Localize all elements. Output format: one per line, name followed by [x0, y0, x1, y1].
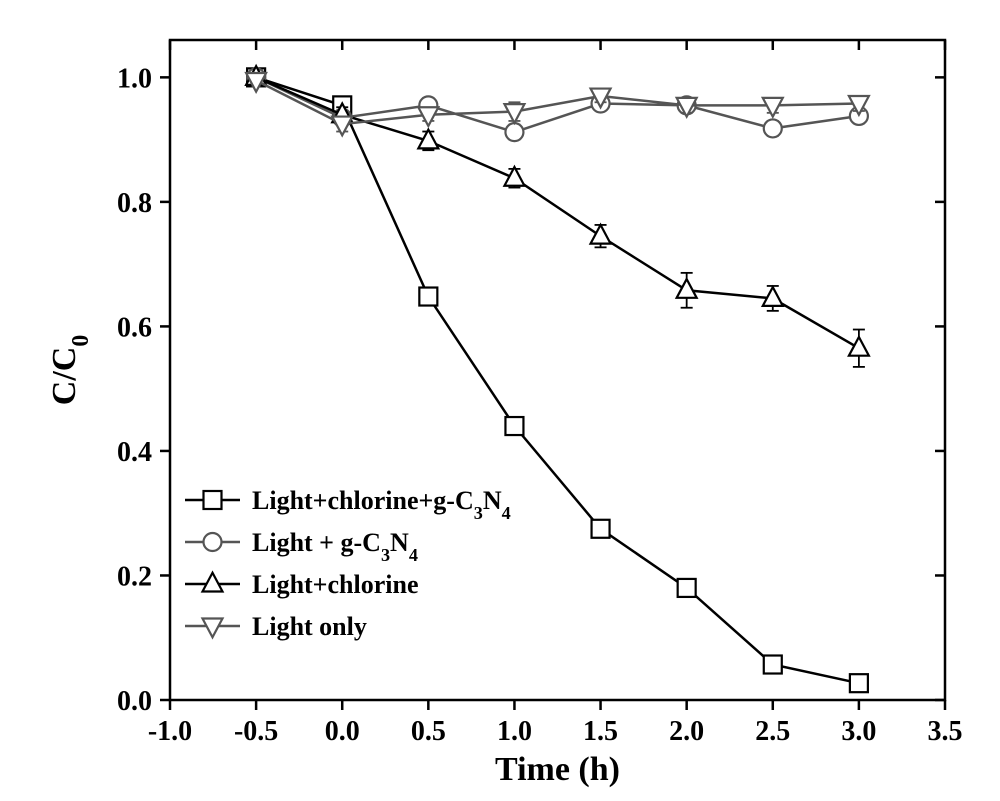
x-tick-label: 0.0	[325, 716, 360, 747]
chart-svg: -1.0 -0.5 0.0 0.5 1.0 1.5 2.0 2.5 3.0 3.5 0.0 0.2 0.…	[0, 0, 1000, 801]
x-tick-label: 1.0	[497, 716, 532, 747]
x-axis-label: Time (h)	[495, 751, 620, 788]
y-tick-label: 0.0	[117, 686, 152, 717]
y-tick-label: 0.4	[117, 437, 152, 468]
x-tick-label: -1.0	[148, 716, 192, 747]
x-tick-label: 3.5	[928, 716, 963, 747]
plot-border	[170, 40, 945, 700]
x-tick-label: 2.5	[755, 716, 790, 747]
x-tick-label: 2.0	[669, 716, 704, 747]
y-tick-label: 0.8	[117, 188, 152, 219]
x-tick-label: 1.5	[583, 716, 618, 747]
legend-label: Light+chlorine	[252, 570, 419, 599]
legend-label: Light + g-C3N4	[252, 528, 418, 565]
chart-container: -1.0 -0.5 0.0 0.5 1.0 1.5 2.0 2.5 3.0 3.5 0.0 0.2 0.…	[0, 0, 1000, 801]
y-tick-label: 1.0	[117, 63, 152, 94]
legend-label: Light only	[252, 612, 367, 641]
x-tick-label: 3.0	[841, 716, 876, 747]
y-tick-label: 0.2	[117, 561, 152, 592]
x-tick-label: 0.5	[411, 716, 446, 747]
y-axis-label: C/C0	[46, 335, 94, 405]
legend: Light+chlorine+g-C3N4 Light + g-C3N4 Light…	[185, 486, 511, 641]
y-tick-label: 0.6	[117, 312, 152, 343]
legend-label: Light+chlorine+g-C3N4	[252, 486, 511, 523]
x-tick-label: -0.5	[234, 716, 278, 747]
